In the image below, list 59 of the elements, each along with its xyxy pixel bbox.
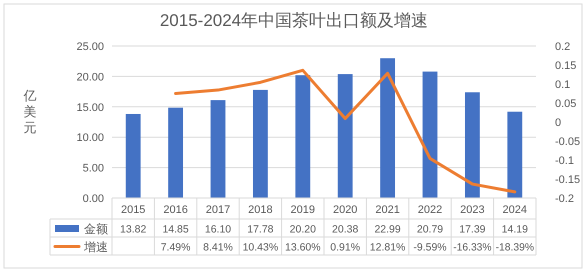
bar xyxy=(210,100,226,198)
bar xyxy=(422,72,438,198)
x-tick-label: 2016 xyxy=(163,204,188,216)
y2-tick-label: 0.15 xyxy=(555,60,576,72)
y2-tick-label: -0.15 xyxy=(555,174,580,186)
y2-tick-label: 0.05 xyxy=(555,98,576,110)
data-label: 14.85 xyxy=(162,224,189,236)
x-tick-label: 2019 xyxy=(290,204,316,216)
data-label: -16.33% xyxy=(453,242,492,254)
y-tick-label: 20.00 xyxy=(76,71,104,84)
x-tick-label: 2017 xyxy=(206,204,230,216)
data-label: 7.49% xyxy=(160,242,190,254)
x-tick-label: 2021 xyxy=(375,204,400,216)
data-label: 8.41% xyxy=(203,242,233,254)
data-label: 20.20 xyxy=(290,224,316,236)
bar xyxy=(338,74,353,198)
y-tick-label: 25.00 xyxy=(76,41,104,53)
data-label: -18.39% xyxy=(496,242,535,254)
data-label: 20.38 xyxy=(332,224,358,236)
data-label: 22.99 xyxy=(374,224,401,236)
chart-title: 2015-2024年中国茶叶出口额及增速 xyxy=(160,11,428,30)
x-tick-label: 2023 xyxy=(460,204,485,216)
y-axis-title: 亿美元 xyxy=(22,88,36,135)
bar xyxy=(380,58,396,198)
bar xyxy=(507,112,522,198)
y2-tick-label: -0.1 xyxy=(555,155,574,167)
data-label: 10.43% xyxy=(242,242,278,254)
line-series xyxy=(174,68,516,194)
data-label: 16.10 xyxy=(204,224,232,236)
y-tick-label: 10.00 xyxy=(76,132,104,144)
y2-tick-label: 0.2 xyxy=(555,41,570,53)
x-tick-label: 2024 xyxy=(502,204,528,216)
data-label: 14.19 xyxy=(502,224,528,236)
y-tick-label: 5.00 xyxy=(82,162,104,175)
y-tick-label: 0.00 xyxy=(82,193,104,205)
data-label: 17.39 xyxy=(459,224,486,236)
legend-label: 增速 xyxy=(83,240,108,254)
data-label: 12.81% xyxy=(370,242,406,254)
x-tick-label: 2015 xyxy=(120,204,146,216)
data-label: 20.79 xyxy=(416,224,444,236)
legend-label: 金额 xyxy=(84,222,108,236)
bar xyxy=(464,92,480,198)
bar xyxy=(252,90,268,198)
bar xyxy=(126,114,141,198)
x-tick-label: 2018 xyxy=(248,204,273,216)
x-tick-label: 2020 xyxy=(332,204,358,216)
x-tick-label: 2022 xyxy=(418,204,442,216)
y2-tick-label: 0.1 xyxy=(555,79,570,91)
bar xyxy=(295,75,310,198)
data-label: 13.60% xyxy=(284,242,321,254)
data-label: -9.59% xyxy=(413,242,447,254)
y2-tick-label: 0 xyxy=(555,117,562,129)
y2-tick-label: -0.05 xyxy=(555,136,580,148)
y-tick-label: 15.00 xyxy=(76,102,104,114)
data-label: 17.78 xyxy=(247,224,274,236)
data-label: 0.91% xyxy=(330,242,360,254)
bar xyxy=(168,108,184,198)
y2-tick-label: -0.2 xyxy=(555,193,574,205)
data-label: 13.82 xyxy=(120,224,146,236)
